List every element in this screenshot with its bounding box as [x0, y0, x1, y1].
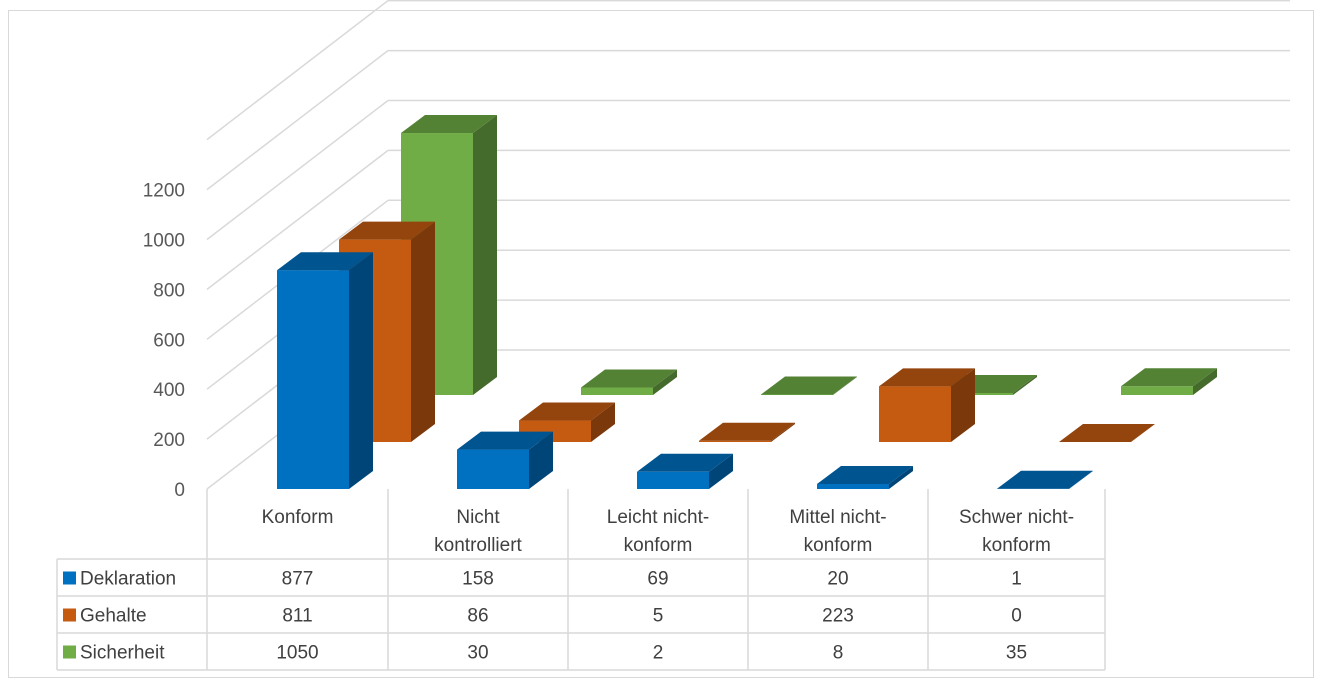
- bar-front: [581, 387, 653, 395]
- bar-gehalte-5: [1059, 424, 1155, 443]
- series-label: Gehalte: [80, 606, 147, 627]
- category-label-line: konform: [624, 535, 693, 556]
- bar-top: [581, 369, 677, 388]
- data-value: 20: [827, 569, 848, 590]
- category-label: Leicht nicht-konform: [607, 507, 709, 556]
- bar-deklaration-2: [457, 431, 553, 489]
- bar-sicherheit-3: [761, 376, 857, 395]
- chart-frame: [8, 10, 1314, 678]
- data-value: 30: [467, 643, 488, 664]
- y-axis-ticks: 0 200 400 600 800 1000 1200: [143, 181, 185, 501]
- legend-key-gehalte: [63, 608, 76, 622]
- bar-front: [817, 484, 889, 489]
- bar-deklaration-4: [817, 466, 913, 489]
- y-tick-label: 200: [153, 430, 185, 451]
- data-value: 811: [282, 606, 312, 627]
- bar-front: [879, 386, 951, 442]
- bar-front: [637, 471, 709, 489]
- bars: [277, 115, 1217, 489]
- data-value: 223: [822, 606, 854, 627]
- data-value: 86: [467, 606, 488, 627]
- bar-side: [833, 376, 857, 395]
- legend-key-sicherheit: [63, 645, 76, 659]
- bar-top: [519, 402, 615, 421]
- bar-side: [1013, 375, 1037, 395]
- bar-deklaration-3: [637, 453, 733, 489]
- bar-top: [339, 221, 435, 240]
- bar-side: [591, 402, 615, 442]
- data-table: Konform Nicht kontrolliert Leicht nicht-kon…: [56, 489, 1106, 671]
- bar-side: [1193, 368, 1217, 395]
- bar-top: [1121, 368, 1217, 387]
- bar-deklaration-5: [997, 470, 1093, 489]
- category-label: Mittel nicht-konform: [789, 507, 886, 556]
- gridline-side: [206, 99, 389, 241]
- y-tick-label: 800: [153, 280, 185, 301]
- bar-front: [277, 270, 349, 489]
- bar-front: [699, 440, 771, 442]
- category-label-line: Schwer nicht-: [959, 507, 1074, 528]
- bar-deklaration-1: [277, 252, 373, 489]
- category-label-line: konform: [804, 535, 873, 556]
- bar-top: [817, 466, 913, 485]
- data-value: 8: [833, 643, 844, 664]
- category-label-line: Mittel nicht-: [789, 507, 886, 528]
- bar-side: [1069, 470, 1093, 489]
- data-value: 877: [282, 569, 314, 590]
- data-value: 158: [462, 569, 494, 590]
- bar-side: [349, 252, 373, 489]
- y-tick-label: 0: [174, 480, 185, 501]
- y-tick-label: 600: [153, 330, 185, 351]
- category-label: Konform: [262, 507, 334, 528]
- data-value: 0: [1011, 606, 1022, 627]
- category-label-line: kontrolliert: [434, 535, 522, 556]
- bar-front: [457, 449, 529, 489]
- bar-sicherheit-2: [581, 369, 677, 395]
- data-value: 69: [647, 569, 668, 590]
- data-value: 2: [653, 643, 664, 664]
- bar-side: [951, 368, 975, 442]
- gridline-side: [206, 0, 389, 141]
- data-value: 5: [653, 606, 664, 627]
- y-tick-label: 400: [153, 380, 185, 401]
- category-label: Schwer nicht-konform: [959, 507, 1074, 556]
- bar-top: [637, 453, 733, 472]
- bar-side: [529, 431, 553, 489]
- y-tick-label: 1200: [143, 181, 185, 202]
- bar-side: [411, 221, 435, 442]
- bar-gehalte-3: [699, 422, 795, 442]
- category-label-line: Nicht: [456, 507, 500, 528]
- legend-key-deklaration: [63, 571, 76, 585]
- data-value: 35: [1006, 643, 1027, 664]
- series-label: Sicherheit: [80, 643, 165, 664]
- bar-top: [1059, 424, 1155, 442]
- bar-top: [277, 252, 373, 271]
- bar-front: [1121, 386, 1193, 395]
- category-label-line: Konform: [262, 507, 334, 528]
- category-label-line: konform: [982, 535, 1051, 556]
- bar-top: [457, 431, 553, 450]
- bar-gehalte-4: [879, 368, 975, 442]
- bar-top: [699, 422, 795, 441]
- bar-side: [889, 466, 913, 489]
- gridline-side: [206, 50, 389, 191]
- bar-side: [653, 369, 677, 395]
- bar-side: [473, 115, 497, 396]
- gridline-side: [206, 149, 389, 290]
- bar-top: [401, 115, 497, 134]
- bar-sicherheit-5: [1121, 368, 1217, 395]
- bar-side: [709, 453, 733, 489]
- bar-front: [941, 393, 1013, 395]
- series-label: Deklaration: [80, 569, 176, 590]
- data-value: 1050: [276, 643, 318, 664]
- category-label-line: Leicht nicht-: [607, 507, 709, 528]
- category-label: Nicht kontrolliert: [434, 507, 522, 556]
- bar-top: [761, 376, 857, 395]
- bar-top: [997, 470, 1093, 489]
- data-value: 1: [1011, 569, 1022, 590]
- bar-side: [771, 422, 795, 442]
- y-tick-label: 1000: [143, 231, 185, 252]
- bar-top: [879, 368, 975, 387]
